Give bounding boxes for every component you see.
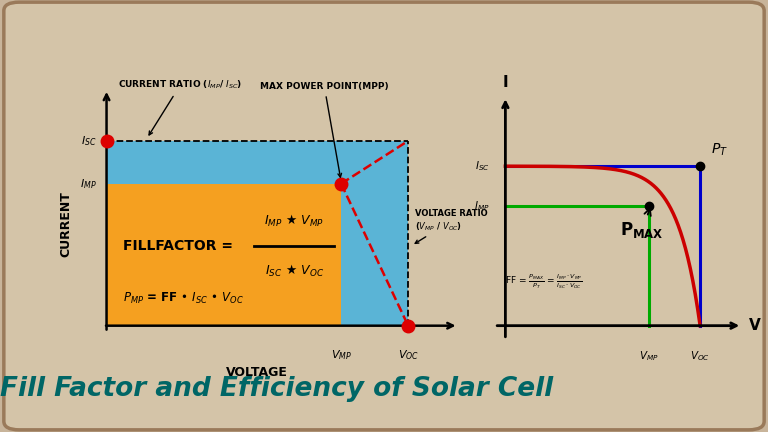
Bar <box>107 141 408 326</box>
Bar <box>107 184 341 326</box>
Text: $I_{SC}$: $I_{SC}$ <box>81 134 97 148</box>
FancyBboxPatch shape <box>4 2 764 430</box>
Text: $\mathbf{P_{MAX}}$: $\mathbf{P_{MAX}}$ <box>621 209 664 240</box>
Text: FF = $\frac{P_{MAX}}{P_T}$ = $\frac{I_{MP} \cdot V_{MP}}{I_{SC} \cdot V_{OC}}$: FF = $\frac{P_{MAX}}{P_T}$ = $\frac{I_{M… <box>505 273 583 291</box>
Text: $V_{OC}$: $V_{OC}$ <box>398 348 419 362</box>
Text: $V_{MP}$: $V_{MP}$ <box>639 349 659 363</box>
Text: CURRENT RATIO ($I_{MP}$/ $I_{SC}$): CURRENT RATIO ($I_{MP}$/ $I_{SC}$) <box>118 79 243 135</box>
Text: $I_{SC}$: $I_{SC}$ <box>475 159 490 173</box>
Text: I: I <box>502 76 508 90</box>
Text: CURRENT: CURRENT <box>60 191 73 257</box>
Text: $V_{MP}$: $V_{MP}$ <box>331 348 352 362</box>
Text: $V_{OC}$: $V_{OC}$ <box>690 349 710 363</box>
Text: $I_{MP}$: $I_{MP}$ <box>80 177 97 191</box>
Text: VOLTAGE RATIO
($V_{MP}$ / $V_{OC}$): VOLTAGE RATIO ($V_{MP}$ / $V_{OC}$) <box>415 209 488 243</box>
Text: $I_{MP}$: $I_{MP}$ <box>474 199 490 213</box>
Text: $P_{MP}$ = FF • $I_{SC}$ • $V_{OC}$: $P_{MP}$ = FF • $I_{SC}$ • $V_{OC}$ <box>124 291 244 306</box>
Text: Fill Factor and Efficiency of Solar Cell: Fill Factor and Efficiency of Solar Cell <box>0 376 553 402</box>
Text: $P_T$: $P_T$ <box>711 142 728 158</box>
Text: V: V <box>749 318 760 333</box>
Text: VOLTAGE: VOLTAGE <box>227 366 288 379</box>
Text: MAX POWER POINT(MPP): MAX POWER POINT(MPP) <box>260 82 389 177</box>
Text: $I_{MP}$ ★ $V_{MP}$: $I_{MP}$ ★ $V_{MP}$ <box>264 213 324 229</box>
Text: FILLFACTOR =: FILLFACTOR = <box>124 238 238 253</box>
Text: $I_{SC}$ ★ $V_{OC}$: $I_{SC}$ ★ $V_{OC}$ <box>265 263 324 279</box>
